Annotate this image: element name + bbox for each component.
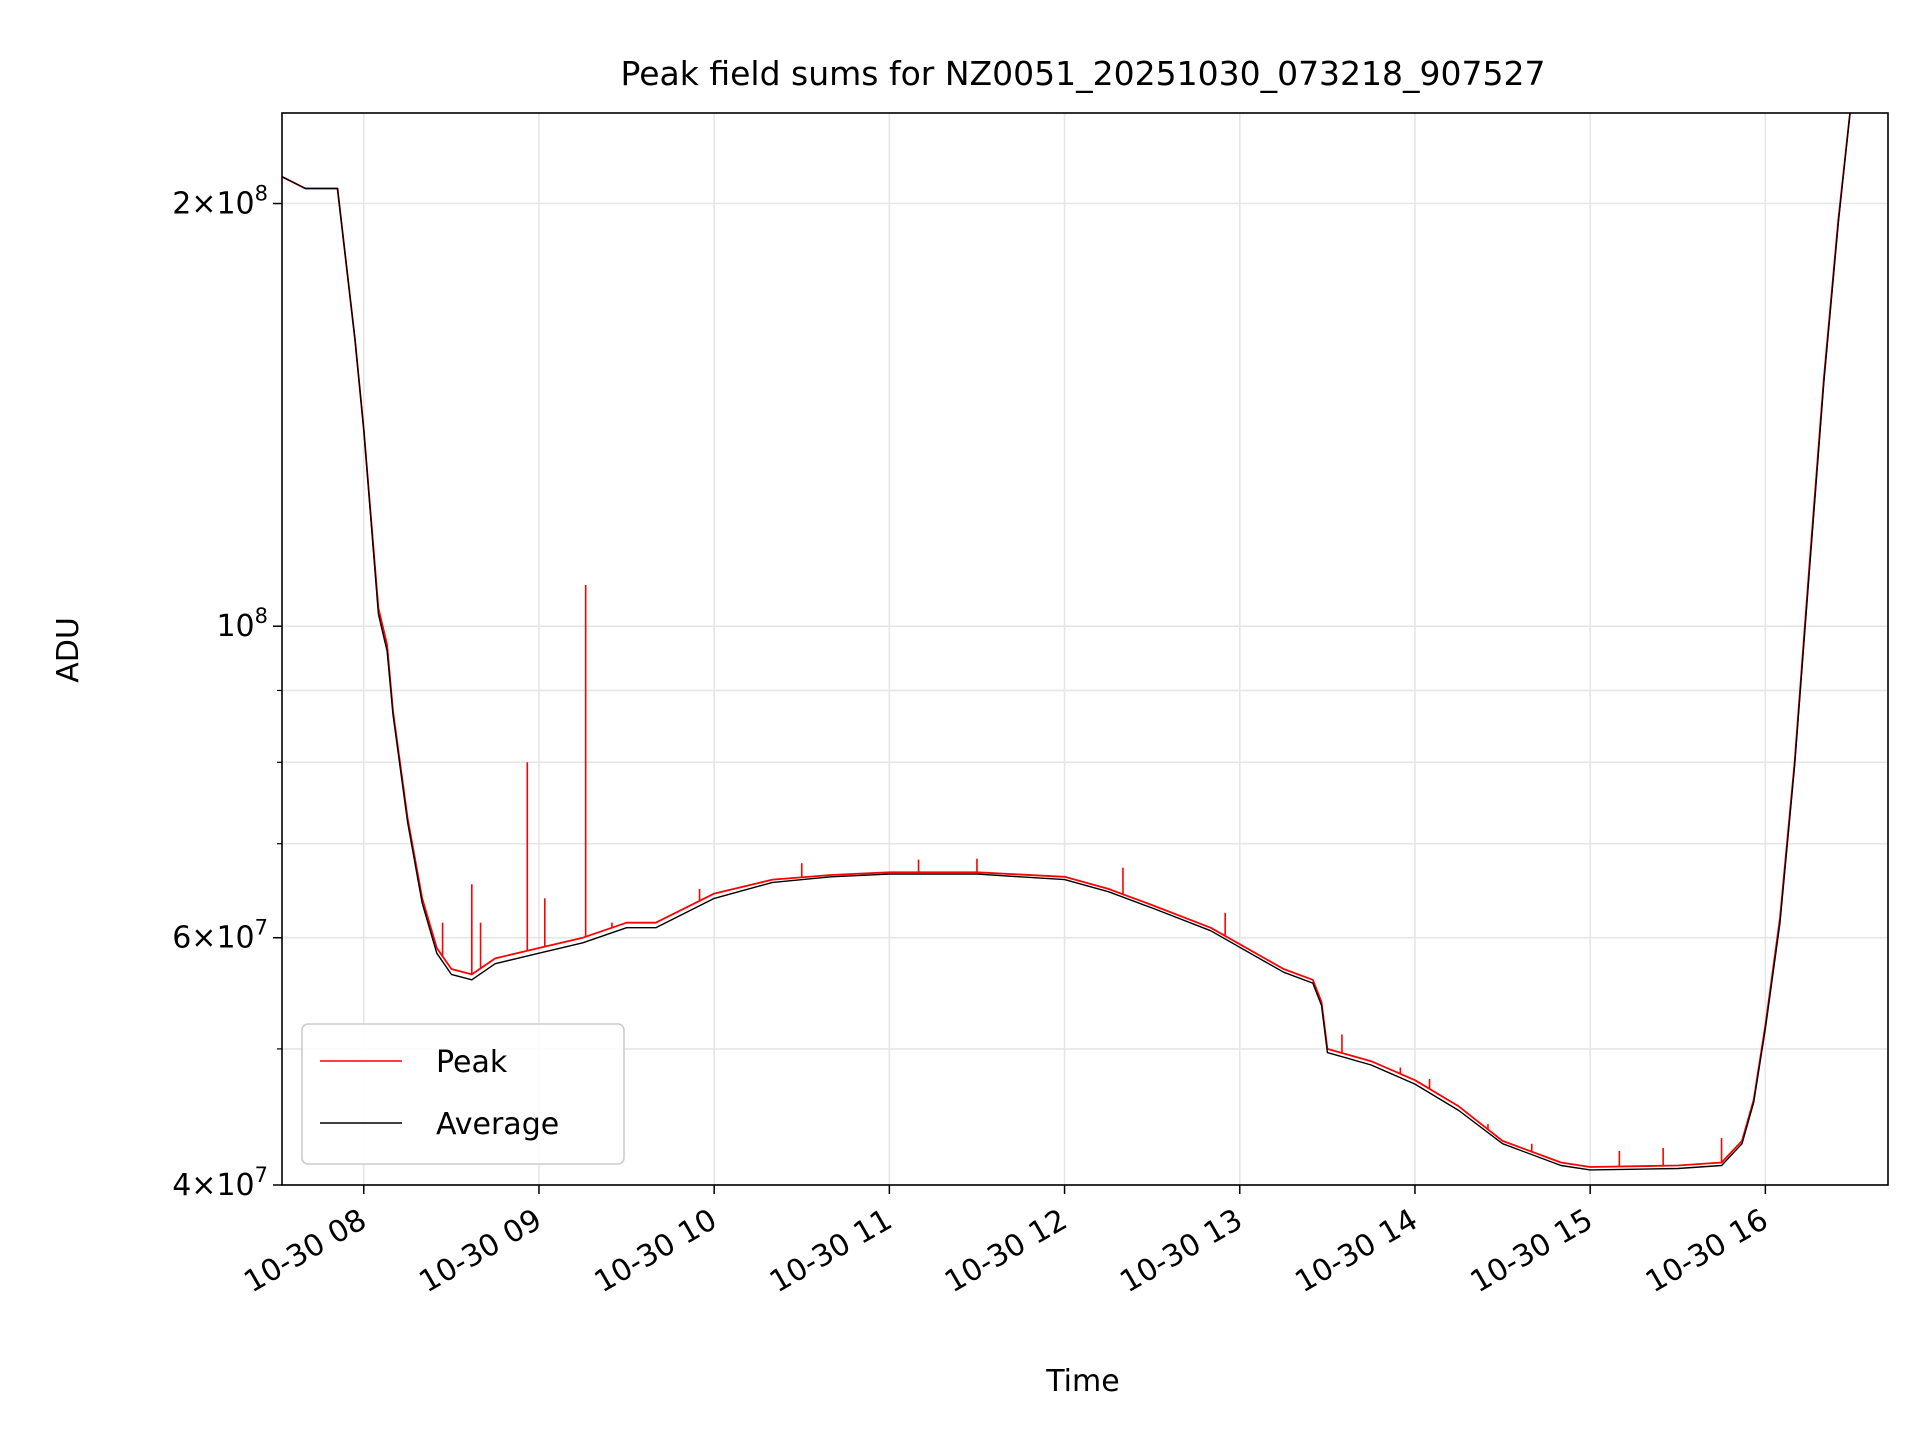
legend-box xyxy=(301,1023,625,1165)
y-tick-label: 6×107 xyxy=(172,916,268,956)
series-lines xyxy=(282,113,1851,1171)
series-line-average xyxy=(282,113,1851,1171)
y-tick-label: 2×108 xyxy=(172,182,268,222)
x-axis-label: Time xyxy=(1045,1364,1119,1399)
grid-lines xyxy=(282,113,1888,1186)
y-tick-label: 4×107 xyxy=(172,1163,268,1203)
axes-frame xyxy=(281,112,1889,1186)
chart-title: Peak field sums for NZ0051_20251030_0732… xyxy=(620,54,1545,93)
legend: Peak Average xyxy=(301,1023,625,1165)
legend-label-average: Average xyxy=(436,1107,559,1142)
peak-spikes xyxy=(441,584,1723,1167)
legend-label-peak: Peak xyxy=(436,1045,508,1080)
y-tick-label: 108 xyxy=(216,604,268,644)
y-axis-label: ADU xyxy=(51,617,86,683)
